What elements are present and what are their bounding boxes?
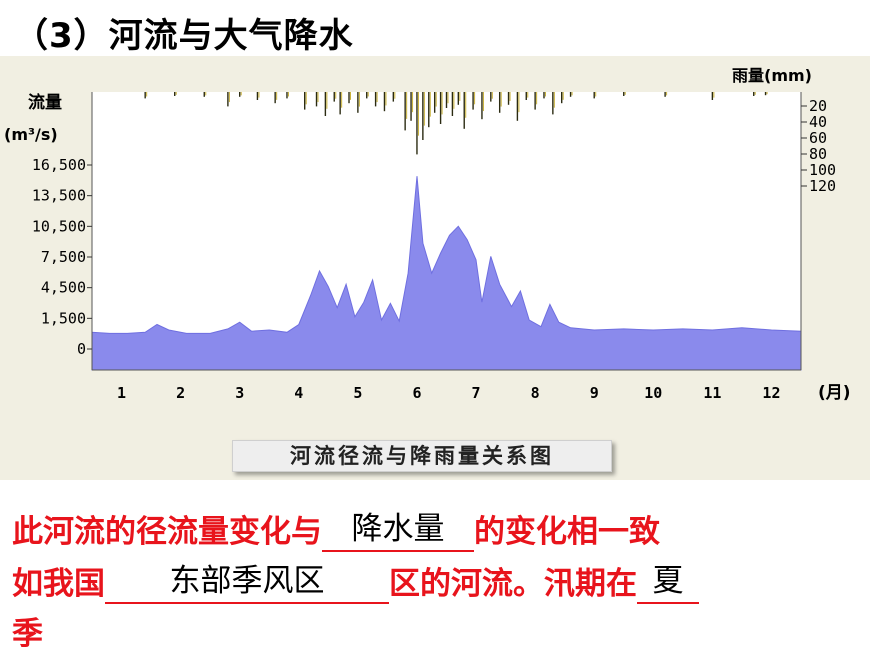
- y-left-tick-label: 1,500: [41, 309, 86, 327]
- y-left-tick-label: 13,500: [32, 187, 86, 205]
- y-right-tick-label: 100: [809, 161, 836, 179]
- y-left-tick-label: 0: [77, 340, 86, 358]
- statement-text-2a: 如我国: [12, 566, 105, 602]
- x-ticks: 1 2 3 4 5 6 7 8 9 10 11 12: [117, 384, 780, 402]
- x-tick-label: 6: [412, 384, 421, 402]
- statement-line-3: 季: [12, 616, 43, 652]
- x-tick-label: 3: [235, 384, 244, 402]
- rainfall-bars: [144, 92, 768, 155]
- answer-blank-1: ​降水量: [322, 511, 474, 552]
- x-tick-label: 8: [531, 384, 540, 402]
- y-left-label-line2: (m³/s): [4, 125, 58, 144]
- y-right-tick-label: 120: [809, 177, 836, 195]
- y-left-tick-label: 4,500: [41, 279, 86, 297]
- x-tick-label: 7: [472, 384, 481, 402]
- x-tick-label: 10: [644, 384, 662, 402]
- answer-2: 东部季风区: [169, 563, 325, 599]
- x-unit-label: (月): [818, 383, 851, 403]
- x-tick-label: 11: [703, 384, 721, 402]
- y-right-tick-label: 20: [809, 97, 827, 115]
- x-tick-label: 5: [353, 384, 362, 402]
- y-right-label: 雨量(mm): [732, 66, 812, 85]
- answer-3: 夏: [652, 563, 684, 599]
- x-tick-label: 12: [762, 384, 780, 402]
- answer-1: 降水量: [351, 511, 445, 547]
- y-left-tick-label: 10,500: [32, 217, 86, 235]
- x-tick-label: 2: [176, 384, 185, 402]
- answer-blank-2: ​东部季风区: [105, 563, 389, 604]
- y-right-tick-label: 60: [809, 129, 827, 147]
- discharge-area: [91, 176, 802, 371]
- x-tick-label: 9: [590, 384, 599, 402]
- y-left-label-line1: 流量: [28, 92, 62, 113]
- chart-title: 河流径流与降雨量关系图: [232, 440, 612, 472]
- statement-text-1a: 此河流的径流量变化与: [12, 514, 322, 550]
- answer-blank-3: ​夏: [637, 563, 699, 604]
- y-left-tick-label: 7,500: [41, 248, 86, 266]
- y-left-tick-label: 16,500: [32, 156, 86, 174]
- runoff-rainfall-chart: 流量 (m³/s) 雨量(mm) (月) 16,500 13,500 10,500 7…: [4, 66, 851, 403]
- statement-text-1b: 的变化相一致: [474, 514, 660, 550]
- y-left-ticks: 16,500 13,500 10,500 7,500 4,500 1,500 0: [32, 156, 92, 358]
- y-right-tick-label: 80: [809, 145, 827, 163]
- statement-text-2b: 区的河流。汛期在: [389, 566, 637, 602]
- x-tick-label: 4: [294, 384, 303, 402]
- x-tick-label: 1: [117, 384, 126, 402]
- slide-heading: （3）河流与大气降水: [14, 16, 354, 56]
- y-right-tick-label: 40: [809, 113, 827, 131]
